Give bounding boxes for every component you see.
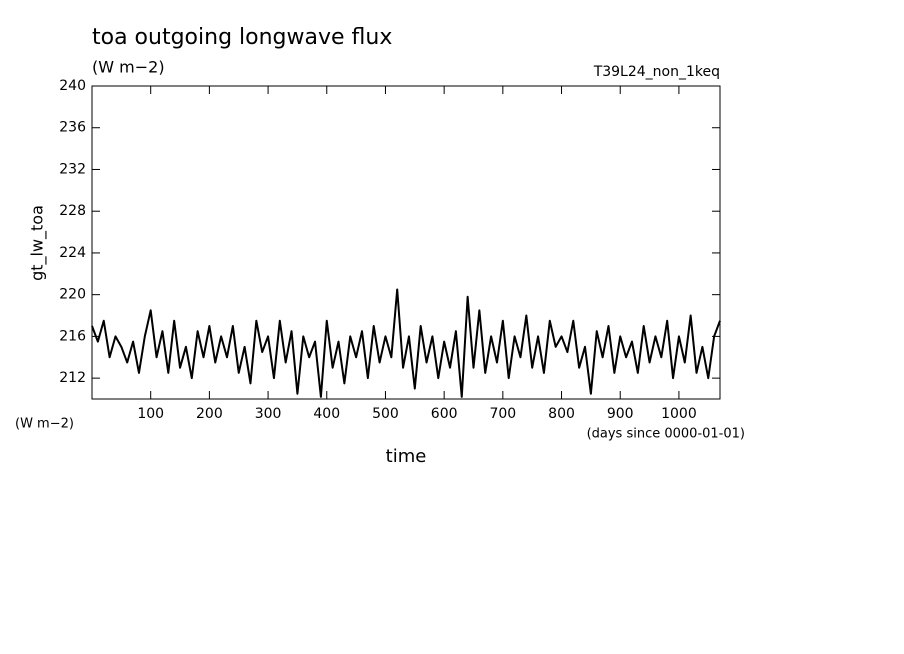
x-tick-label: 900 xyxy=(607,406,634,422)
data-line xyxy=(91,288,721,398)
y-tick-label: 232 xyxy=(59,161,86,177)
x-tick-label: 1000 xyxy=(661,406,697,422)
y-tick-label: 216 xyxy=(59,328,86,344)
x-axis-units: (days since 0000-01-01) xyxy=(587,427,745,442)
x-tick-label: 700 xyxy=(489,406,516,422)
plot-frame xyxy=(91,85,721,400)
x-axis-label: time xyxy=(386,446,427,467)
chart-title: toa outgoing longwave flux xyxy=(92,25,392,50)
x-tick-label: 200 xyxy=(196,406,223,422)
x-tick-label: 800 xyxy=(548,406,575,422)
x-tick-label: 300 xyxy=(255,406,282,422)
x-tick-label: 500 xyxy=(372,406,399,422)
y-axis-label: gt_lw_toa xyxy=(28,205,48,281)
y-tick-label: 240 xyxy=(59,78,86,94)
x-tick-label: 100 xyxy=(137,406,164,422)
y-tick-label: 220 xyxy=(59,287,86,303)
annotation: T39L24_non_1keq xyxy=(593,64,720,80)
chart-subtitle: (W m−2) xyxy=(92,58,165,77)
y-tick-label: 224 xyxy=(59,245,86,261)
y-tick-label: 228 xyxy=(59,203,86,219)
x-tick-label: 400 xyxy=(313,406,340,422)
x-tick-label: 600 xyxy=(431,406,458,422)
y-tick-label: 212 xyxy=(59,370,86,386)
y-axis-units: (W m−2) xyxy=(15,417,74,432)
y-tick-label: 236 xyxy=(59,120,86,136)
